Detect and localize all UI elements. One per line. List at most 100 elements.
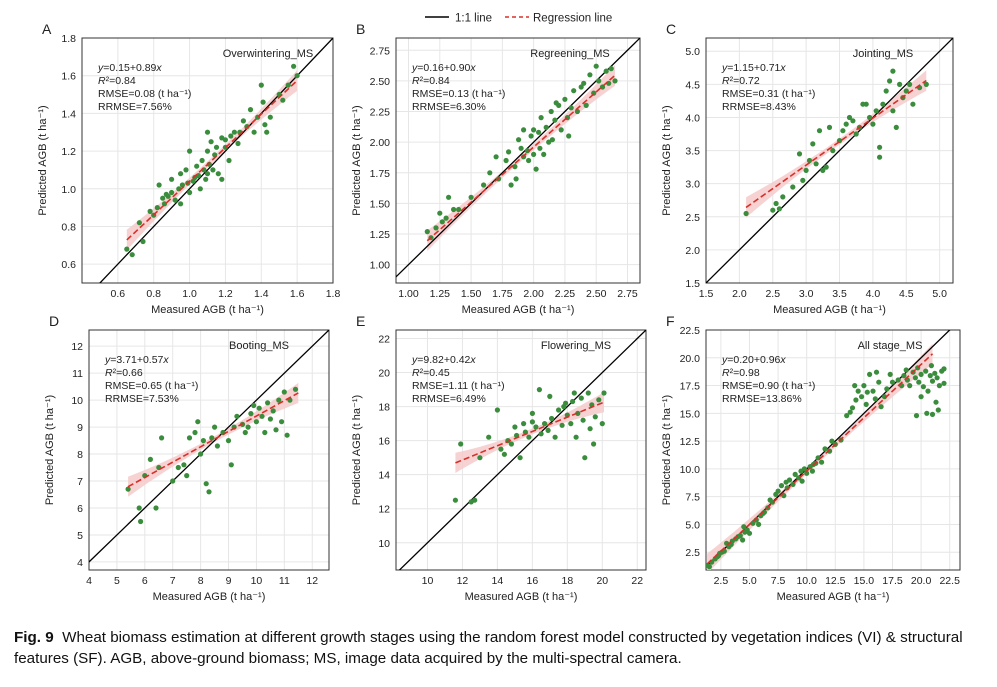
data-point (582, 455, 588, 461)
data-point (746, 530, 753, 536)
data-point (552, 434, 558, 440)
plot-frame (705, 329, 961, 571)
data-point (240, 118, 246, 124)
r-squared: R²=0.98 (722, 367, 760, 379)
data-point (195, 419, 201, 425)
y-tick-label: 11 (72, 368, 83, 380)
data-point (860, 101, 866, 107)
r-squared: R²=0.66 (105, 367, 143, 379)
x-tick-label: 3.5 (832, 288, 847, 300)
data-point (521, 127, 527, 133)
data-point (932, 370, 938, 376)
one-to-one-line (398, 330, 646, 570)
data-point (573, 434, 579, 440)
data-point (487, 170, 493, 176)
y-tick-label: 8 (77, 449, 83, 461)
rmse: RMSE=1.11 (t ha⁻¹) (412, 380, 505, 392)
y-tick-label: 2.50 (370, 76, 391, 88)
x-tick-label: 7 (170, 575, 176, 587)
data-point (587, 72, 593, 78)
data-point (556, 407, 562, 413)
data-point (175, 464, 181, 471)
panel-d: 4 5 6 7 8 9 10 11 12 4 5 6 7 8 9 10 11 12 Measured AGB (t … (44, 313, 330, 603)
y-tick-label: 9 (77, 422, 83, 434)
data-point (566, 133, 572, 139)
regression-line (126, 80, 298, 241)
y-axis-title: Predicted AGB (t ha⁻¹) (351, 105, 363, 215)
data-point (153, 505, 159, 511)
data-point (813, 161, 819, 167)
data-point (209, 435, 215, 441)
data-point (601, 390, 607, 396)
data-point (533, 424, 539, 430)
rmse: RMSE=0.90 (t ha⁻¹) (722, 380, 815, 392)
data-point (773, 200, 779, 207)
data-point (172, 197, 178, 203)
x-axis-title: Measured AGB (t ha⁻¹) (151, 304, 264, 316)
data-point (850, 118, 856, 124)
x-tick-label: 5 (114, 575, 120, 587)
data-point (790, 184, 796, 190)
data-point (559, 422, 565, 428)
plot-area (99, 38, 333, 283)
data-point (612, 78, 618, 84)
data-point (581, 80, 587, 86)
data-point (433, 225, 439, 231)
data-point (291, 63, 297, 69)
data-point (903, 367, 909, 373)
y-tick-label: 22 (378, 334, 390, 346)
y-axis-title: Predicted AGB (t ha⁻¹) (37, 105, 49, 215)
data-point (159, 435, 165, 441)
panel-a: 0.6 0.8 1.0 1.2 1.4 1.6 1.8 0.6 0.8 1.0 1.2 1.4 1.6 1… (37, 21, 340, 316)
y-tick-label: 1.4 (61, 108, 76, 120)
data-point (756, 521, 762, 528)
y-tick-label: 2.00 (370, 137, 391, 149)
y-tick-label: 7 (77, 476, 83, 488)
x-tick-label: 20.0 (911, 575, 932, 587)
x-tick-label: 1.4 (254, 288, 269, 300)
figure-caption: Fig. 9 Wheat biomass estimation at diffe… (14, 627, 984, 669)
data-point (264, 129, 270, 135)
data-point (517, 455, 523, 461)
data-point (203, 481, 209, 487)
data-point (521, 421, 527, 427)
data-point (125, 486, 131, 492)
y-tick-label: 1.6 (61, 71, 76, 83)
data-point (524, 148, 531, 154)
data-point (439, 219, 445, 225)
data-point (228, 462, 234, 468)
data-point (861, 383, 867, 389)
panel-e: 10 12 14 16 18 20 22 10 12 14 16 18 20 22 Measured AGB… (351, 313, 647, 603)
data-point (538, 115, 544, 121)
panel-letter: D (49, 313, 59, 329)
data-point (200, 438, 206, 444)
x-tick-label: 2.25 (555, 288, 576, 300)
y-tick-label: 2.5 (685, 547, 700, 559)
x-tick-label: 22.5 (939, 575, 960, 587)
data-point (292, 386, 299, 392)
data-point (806, 157, 813, 164)
data-point (184, 473, 190, 479)
data-point (276, 397, 282, 403)
data-point (913, 413, 920, 419)
data-point (506, 149, 512, 155)
data-point (259, 413, 265, 419)
x-tick-label: 22 (631, 575, 643, 587)
rrmse: RRMSE=7.53% (105, 393, 179, 405)
y-tick-label: 10.0 (680, 464, 701, 476)
data-point (877, 154, 883, 160)
plot-frame (88, 329, 330, 571)
data-point (859, 394, 865, 400)
x-tick-label: 9 (226, 575, 232, 587)
panel-letter: F (666, 313, 675, 329)
rrmse: RRMSE=13.86% (722, 393, 802, 405)
x-tick-label: 1.75 (492, 288, 513, 300)
data-point (256, 405, 262, 411)
data-point (549, 137, 556, 143)
chart-legend: 1:1 line Regression line (425, 13, 612, 25)
x-tick-label: 4.5 (899, 288, 914, 300)
data-point (918, 394, 924, 400)
x-tick-label: 1.5 (699, 288, 714, 300)
panel-title: Jointing_MS (853, 48, 914, 60)
panel-title: Flowering_MS (541, 340, 611, 352)
